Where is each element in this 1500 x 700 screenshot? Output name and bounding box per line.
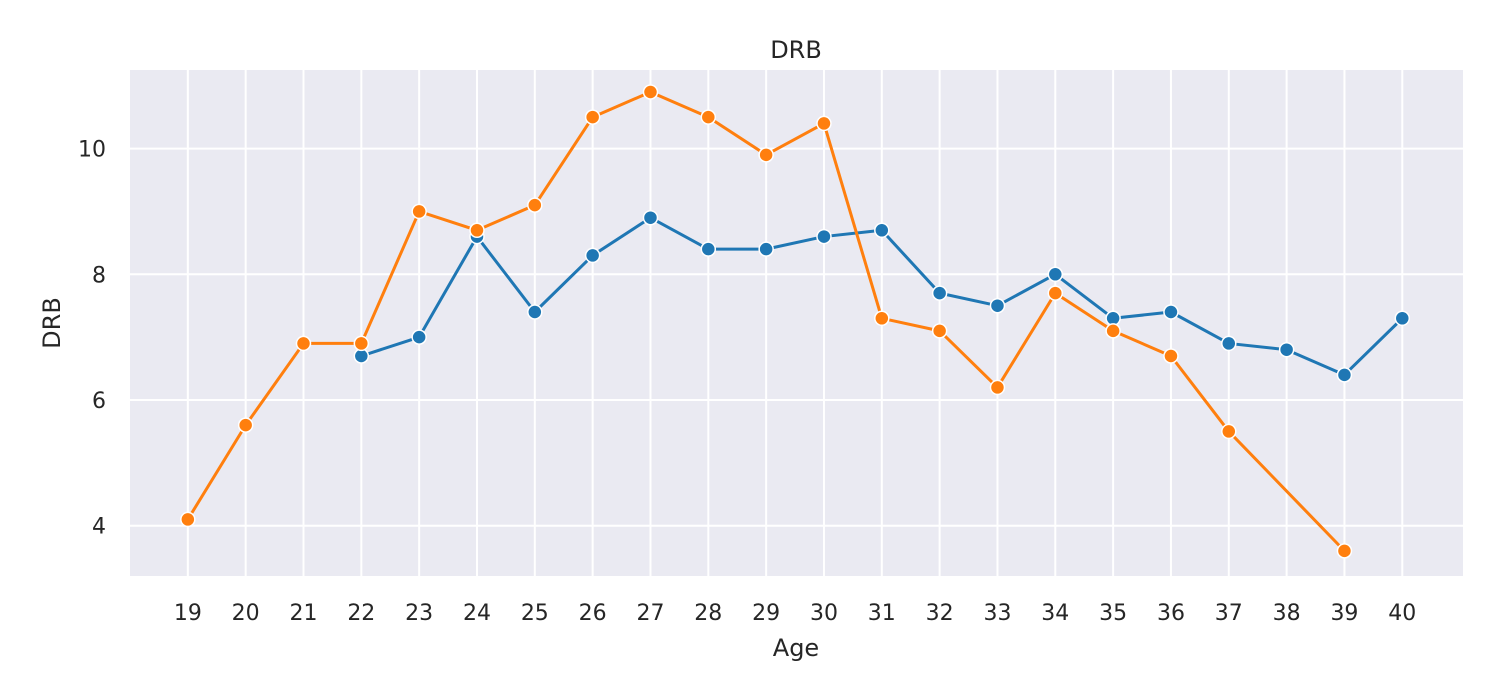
data-point	[816, 115, 832, 132]
data-point	[758, 147, 774, 163]
y-tick-label: 10	[78, 138, 106, 163]
x-tick-label: 33	[983, 601, 1011, 626]
data-point	[1221, 335, 1237, 352]
data-point	[1394, 310, 1411, 327]
x-tick-label: 27	[636, 601, 664, 626]
x-tick-label: 24	[463, 601, 491, 626]
series-line	[186, 90, 1346, 553]
data-point	[527, 304, 543, 320]
data-point	[931, 285, 948, 301]
data-point	[584, 247, 601, 264]
data-point	[527, 197, 543, 213]
y-tick-labels: 4 6 8 10	[78, 138, 106, 540]
data-point	[411, 329, 427, 345]
data-point	[1336, 367, 1353, 383]
x-tick-label: 29	[752, 601, 780, 626]
data-point	[642, 84, 659, 100]
x-tick-label: 28	[694, 601, 722, 626]
data-point	[642, 209, 659, 226]
x-tick-label: 34	[1041, 601, 1069, 626]
data-point	[874, 310, 890, 327]
data-point	[758, 241, 774, 257]
data-point	[931, 323, 948, 339]
chart-title: DRB	[770, 36, 822, 64]
series-1	[353, 209, 1411, 383]
data-point	[180, 511, 196, 528]
x-axis-label: Age	[773, 634, 819, 662]
data-point	[237, 417, 254, 433]
y-axis-label: DRB	[38, 297, 66, 349]
x-tick-label: 22	[347, 601, 375, 626]
x-tick-label: 38	[1273, 601, 1301, 626]
x-tick-label: 30	[810, 601, 838, 626]
x-tick-label: 19	[174, 601, 202, 626]
data-point	[1278, 341, 1295, 358]
data-point	[700, 109, 717, 125]
x-tick-label: 39	[1330, 601, 1358, 626]
y-tick-label: 8	[92, 263, 106, 288]
data-point	[1221, 423, 1237, 440]
data-point	[411, 203, 427, 220]
series-lines	[180, 84, 1411, 559]
x-tick-label: 37	[1215, 601, 1243, 626]
x-tick-label: 35	[1099, 601, 1127, 626]
data-point	[989, 379, 1006, 396]
y-tick-label: 6	[92, 389, 106, 414]
series-2	[180, 84, 1353, 559]
x-tick-label: 21	[289, 601, 317, 626]
data-point	[816, 228, 832, 245]
data-point	[469, 222, 485, 239]
data-point	[353, 335, 370, 352]
x-tick-label: 20	[232, 601, 260, 626]
x-tick-labels: 19 20 21 22 23 24 25 26 27 28 29 30 31 32 33 34 35 36 37 38…	[174, 601, 1416, 626]
x-tick-label: 32	[926, 601, 954, 626]
x-tick-label: 26	[579, 601, 607, 626]
data-point	[1163, 348, 1179, 364]
x-tick-label: 25	[521, 601, 549, 626]
data-point	[584, 109, 601, 125]
data-point	[989, 297, 1006, 314]
data-point	[1105, 323, 1121, 339]
x-tick-label: 31	[868, 601, 896, 626]
data-point	[700, 241, 717, 257]
x-tick-label: 23	[405, 601, 433, 626]
plot-background	[130, 70, 1463, 576]
data-point	[1163, 304, 1179, 320]
x-tick-label: 40	[1388, 601, 1416, 626]
data-point	[874, 222, 890, 239]
y-tick-label: 4	[92, 515, 106, 540]
data-point	[1047, 266, 1064, 283]
x-tick-label: 36	[1157, 601, 1185, 626]
data-point	[295, 335, 312, 352]
data-point	[1047, 285, 1064, 301]
data-point	[1336, 543, 1353, 559]
